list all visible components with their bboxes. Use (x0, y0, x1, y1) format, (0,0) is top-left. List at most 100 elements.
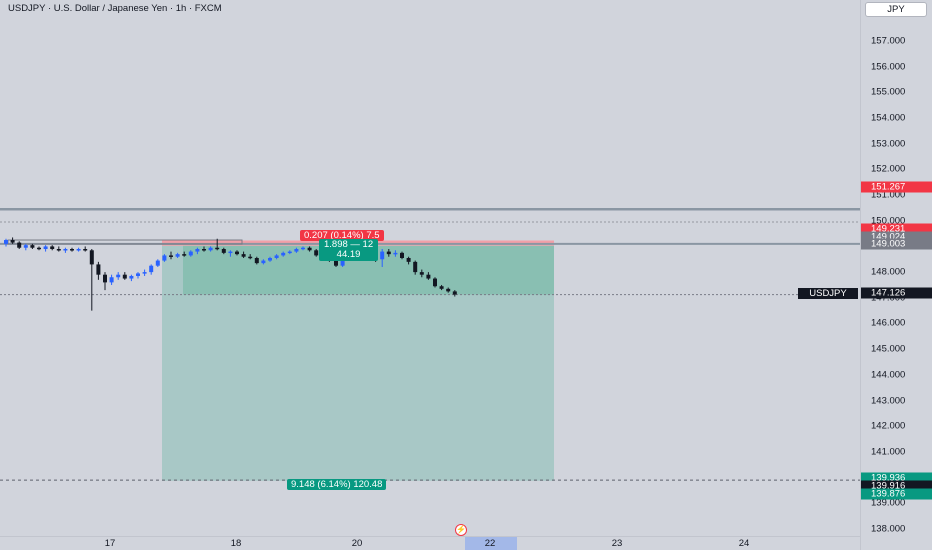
candle-body (287, 251, 292, 254)
candle-body (56, 249, 61, 251)
candle-body (202, 249, 206, 251)
candle-body (122, 274, 127, 279)
candle-body (23, 245, 28, 248)
candle-body (70, 249, 74, 251)
candle-body (37, 247, 41, 250)
candle-body (43, 246, 48, 250)
chart-pane[interactable]: USDJPY · U.S. Dollar / Japanese Yen · 1h… (0, 0, 860, 536)
stop-loss-label: 0.207 (0.14%) 7.5 (300, 230, 384, 241)
lightning-icon[interactable]: ⚡ (455, 524, 467, 536)
time-tick-label: 23 (611, 538, 623, 549)
candle-body (208, 247, 213, 251)
candle-body (254, 257, 259, 264)
candle-body (380, 251, 385, 260)
candle-body (169, 255, 173, 257)
symbol-title[interactable]: USDJPY · U.S. Dollar / Japanese Yen · 1h… (8, 3, 222, 14)
candle-body (155, 260, 160, 266)
price-tag: 149.003 (861, 238, 932, 250)
currency-button[interactable]: JPY (865, 2, 927, 17)
take-profit-label: 9.148 (6.14%) 120.48 (287, 479, 387, 490)
candle-body (261, 260, 266, 264)
candle-body (400, 252, 404, 258)
candle-body (136, 273, 140, 276)
candle-body (109, 277, 114, 283)
candle-body (301, 247, 305, 250)
candle-body (406, 257, 411, 262)
candle-body (142, 272, 147, 274)
candle-body (419, 272, 424, 275)
candle-body (195, 249, 200, 252)
candle-body (307, 247, 312, 251)
price-tick-label: 146.000 (871, 317, 906, 329)
price-tag: 151.267 (861, 181, 932, 193)
candle-body (50, 246, 55, 250)
price-tag: 149.231 (861, 223, 932, 235)
candle-body (314, 250, 319, 256)
price-tick-label: 144.000 (871, 369, 906, 381)
time-tick-label: 18 (230, 538, 242, 549)
price-tag: 139.876 (861, 488, 932, 500)
price-tick-label: 154.000 (871, 112, 906, 124)
candle-body (4, 240, 8, 244)
candle-body (149, 265, 154, 273)
candle-body (182, 254, 187, 256)
price-axis[interactable]: JPY 157.000 156.000 155.000 154.000 153.000 1… (860, 0, 932, 550)
entry-label-line2: 44.19 (336, 249, 361, 260)
candle-body (215, 247, 220, 250)
price-tick-label: 152.000 (871, 163, 906, 175)
candle-body (96, 264, 101, 275)
candle-body (235, 251, 239, 255)
time-axis-highlight (465, 537, 517, 550)
price-tag: 139.936 (861, 472, 932, 484)
price-tick-label: 151.000 (871, 189, 906, 201)
chart-canvas[interactable] (0, 0, 860, 536)
symbol-price-tag: USDJPY (798, 288, 858, 299)
candle-body (188, 251, 193, 256)
candle-body (452, 291, 457, 295)
price-tag: 139.916 (861, 480, 932, 492)
price-tick-label: 157.000 (871, 35, 906, 47)
price-tick-label: 153.000 (871, 138, 906, 150)
candle-body (413, 261, 418, 273)
price-tick-label: 138.000 (871, 523, 906, 535)
candle-body (103, 274, 107, 283)
candle-body (386, 251, 391, 255)
candle-body (393, 252, 398, 255)
candle-body (89, 250, 94, 265)
price-tag: 149.024 (861, 231, 932, 243)
candle-body (281, 252, 286, 256)
candle-body (221, 249, 226, 253)
candle-body (63, 249, 68, 251)
candle-body (116, 274, 121, 278)
price-tick-label: 142.000 (871, 420, 906, 432)
candle-body (175, 254, 180, 257)
candle-body (248, 256, 253, 259)
price-tick-label: 145.000 (871, 343, 906, 355)
candle-body (228, 251, 233, 254)
candle-body (241, 254, 246, 257)
candle-body (274, 255, 279, 258)
time-tick-label: 17 (104, 538, 116, 549)
entry-label-line1: 1.898 — 12 (324, 239, 374, 250)
price-tick-label: 143.000 (871, 395, 906, 407)
price-tick-label: 141.000 (871, 446, 906, 458)
price-tick-label: 148.000 (871, 266, 906, 278)
candle-body (129, 275, 134, 279)
time-tick-label: 22 (484, 538, 496, 549)
candle-body (268, 257, 272, 261)
candle-body (340, 257, 345, 266)
price-tick-label: 139.000 (871, 497, 906, 509)
candle-body (17, 242, 22, 248)
price-tick-label: 155.000 (871, 86, 906, 98)
candle-body (83, 249, 88, 251)
time-tick-label: 20 (351, 538, 363, 549)
price-tick-label: 156.000 (871, 61, 906, 73)
time-axis[interactable]: 17 18 20 22 23 24 (0, 536, 860, 550)
candle-body (76, 249, 81, 251)
candle-body (439, 286, 444, 289)
price-tag: 147.126 (861, 287, 932, 299)
candle-body (30, 245, 35, 248)
candle-body (294, 249, 299, 252)
price-tick-label: 150.000 (871, 215, 906, 227)
entry-label: 1.898 — 12 44.19 (319, 239, 379, 261)
